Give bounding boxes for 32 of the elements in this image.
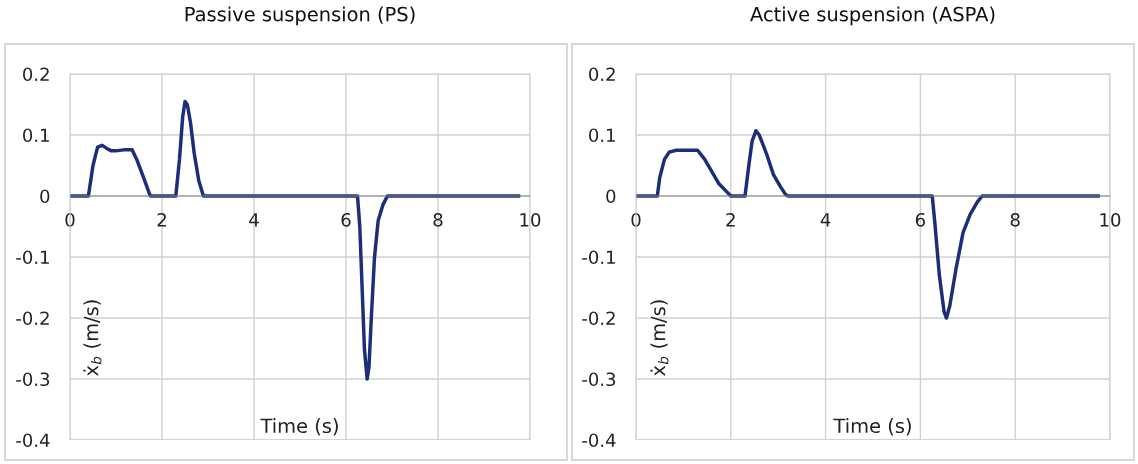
x-axis-title: Time (s): [260, 418, 338, 436]
x-tick-label: 8: [1010, 212, 1020, 227]
y-tick-label: -0.3: [16, 372, 50, 387]
chart-title: Passive suspension (PS): [185, 6, 415, 26]
x-tick-label: 2: [726, 212, 735, 227]
x-tick-label: 6: [915, 212, 926, 227]
x-tick-label: 8: [433, 212, 443, 227]
chart-title: Active suspension (ASPA): [750, 6, 995, 26]
y-tick-label: -0.1: [16, 250, 49, 265]
x-tick-label: 0: [65, 212, 75, 227]
x-tick-label: 6: [341, 212, 351, 227]
y-tick-label: -0.4: [16, 433, 50, 448]
x-axis-title: Time (s): [833, 418, 911, 436]
y-axis-title: ẋ$_{b}$ (m/s): [650, 300, 669, 376]
y-tick-label: 0.1: [589, 128, 615, 143]
y-tick-label: -0.2: [16, 311, 49, 326]
y-tick-label: -0.2: [582, 311, 615, 326]
y-tick-label: 0.1: [23, 128, 49, 143]
y-tick-label: 0: [40, 189, 50, 204]
x-tick-label: 4: [249, 213, 259, 227]
y-tick-label: 0.2: [589, 67, 615, 82]
x-tick-label: 10: [1100, 212, 1121, 227]
y-axis-title: ẋ$_{b}$ (m/s): [83, 300, 102, 376]
y-tick-label: -0.4: [582, 433, 616, 448]
x-tick-label: 0: [631, 212, 641, 227]
y-tick-label: 0.2: [23, 67, 49, 82]
x-tick-label: 2: [157, 212, 166, 227]
x-tick-label: 10: [520, 212, 541, 227]
y-tick-label: -0.1: [582, 250, 615, 265]
y-tick-label: -0.3: [582, 372, 616, 387]
y-tick-label: 0: [606, 189, 616, 204]
x-tick-label: 4: [820, 213, 831, 227]
